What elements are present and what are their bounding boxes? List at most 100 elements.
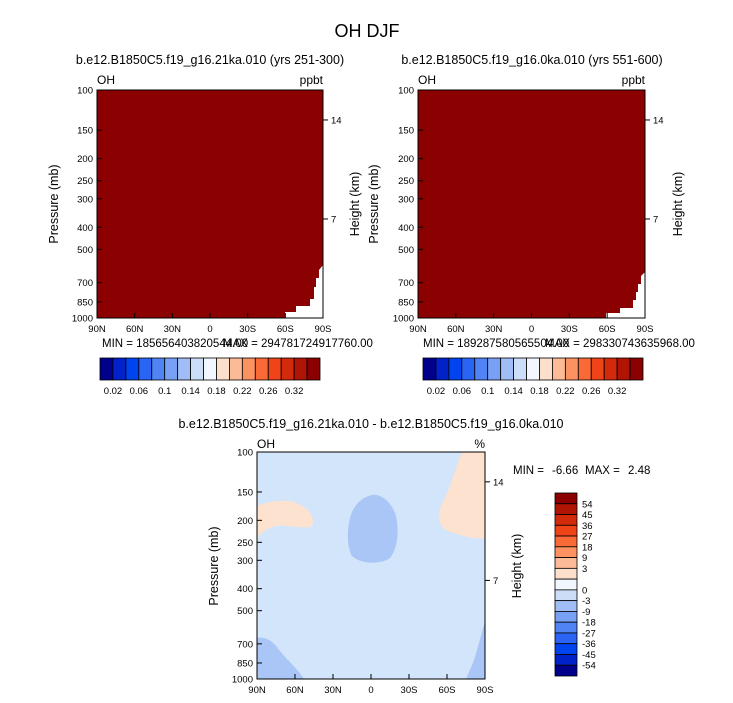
colorbar-label: 0 [582,585,587,596]
panel-1-max: MAX = 294781724917760.00 [223,338,373,350]
panel-3-y-label: Pressure (mb) [207,526,221,605]
panel-1-x-axis: 90N 60N 30N 0 30S 60S 90S [88,313,331,335]
colorbar-swatch [539,357,553,381]
colorbar-swatch [448,357,463,381]
colorbar-swatch [554,503,578,515]
latitude-tick-label: 30N [485,324,503,335]
colorbar-swatch [554,589,578,602]
panel-2-y-label: Pressure (mb) [367,164,381,243]
colorbar-swatch [151,357,166,381]
pressure-tick-label: 250 [77,176,93,187]
colorbar-swatch [603,357,618,381]
colorbar-swatch [554,546,578,558]
pressure-tick-label: 850 [398,297,414,308]
pressure-tick-label: 300 [237,556,253,567]
colorbar-swatch [554,557,578,569]
colorbar-label: 36 [582,521,593,532]
colorbar-swatch [500,357,514,381]
pressure-tick-label: 150 [237,487,253,498]
panel-3-min-value: -6.66 [552,465,578,477]
colorbar-label: -9 [582,607,590,618]
panel-2-height-axis: 7 14 [645,115,664,225]
pressure-tick-label: 200 [237,516,253,527]
colorbar-swatch [577,357,592,381]
panel-2-x-axis: 90N 60N 30N 0 30S 60S 90S [409,313,653,335]
colorbar-swatch [190,357,204,381]
colorbar-swatch [138,357,153,381]
panel-3-peach-region-left [257,500,314,538]
colorbar-label: 0.18 [207,386,226,397]
panel-2-right-label: ppbt [622,73,646,87]
colorbar-swatch [554,514,578,526]
colorbar-label: 18 [582,542,593,553]
pressure-tick-label: 850 [237,658,253,669]
latitude-tick-label: 30S [561,324,578,335]
colorbar-swatch [125,357,140,381]
colorbar-swatch [293,357,308,381]
colorbar-label: 0.06 [130,386,149,397]
colorbar-label: 0.1 [481,386,494,397]
height-tick-label: 14 [331,115,342,126]
latitude-tick-label: 30S [401,685,418,696]
latitude-tick-label: 60S [277,324,294,335]
pressure-tick-label: 150 [77,126,93,137]
panel-1-colorbar: 0.02 0.06 0.1 0.14 0.18 0.22 0.26 0.32 [99,357,321,397]
panel-3-field [257,452,485,679]
colorbar-label: 0.14 [504,386,523,397]
panel-3-max-label: MAX = [585,465,620,477]
colorbar-label: 0.14 [181,386,200,397]
pressure-tick-label: 1000 [72,314,93,325]
panel-1-y-label: Pressure (mb) [47,164,61,243]
panel-3-blue-region-bottom-right [466,622,485,679]
colorbar-label: 0.22 [233,386,252,397]
pressure-tick-label: 300 [77,194,93,205]
pressure-tick-label: 700 [398,278,414,289]
colorbar-label: 9 [582,553,587,564]
latitude-tick-label: 60N [447,324,465,335]
height-tick-label: 14 [653,115,664,126]
panel-1-left-label: OH [97,73,115,87]
colorbar-swatch [554,654,578,666]
pressure-tick-label: 200 [398,154,414,165]
colorbar-label: -36 [582,639,596,650]
panel-1-title: b.e12.B1850C5.f19_g16.21ka.010 (yrs 251-… [76,53,344,67]
colorbar-swatch [513,357,527,381]
panel-2: b.e12.B1850C5.f19_g16.0ka.010 (yrs 551-6… [367,53,695,397]
colorbar-swatch [306,357,321,381]
latitude-tick-label: 90S [315,324,332,335]
panel-3-title: b.e12.B1850C5.f19_g16.21ka.010 - b.e12.B… [178,417,563,431]
pressure-tick-label: 250 [398,176,414,187]
height-tick-label: 7 [653,214,658,225]
colorbar-swatch [164,357,179,381]
latitude-tick-label: 90S [477,685,494,696]
colorbar-swatch [526,357,540,381]
colorbar-label: 0.26 [259,386,278,397]
panel-3-peach-region-right [439,452,485,539]
pressure-tick-label: 1000 [232,675,253,686]
figure-title: OH DJF [335,21,400,41]
colorbar-swatch [554,632,578,645]
pressure-tick-label: 400 [77,223,93,234]
panel-2-max: MAX = 298330743635968.00 [545,338,695,350]
panel-2-y2-label: Height (km) [671,172,685,237]
colorbar-label: 0.18 [530,386,549,397]
panel-3-y2-label: Height (km) [510,534,524,599]
pressure-tick-label: 250 [237,538,253,549]
colorbar-label: 54 [582,499,593,510]
latitude-tick-label: 90N [88,324,106,335]
colorbar-label: 0.32 [608,386,627,397]
panel-1: b.e12.B1850C5.f19_g16.21ka.010 (yrs 251-… [47,53,373,397]
colorbar-label: 0.06 [453,386,472,397]
colorbar-swatch [474,357,489,381]
colorbar-label: 45 [582,510,593,521]
colorbar-label: -3 [582,596,590,607]
colorbar-label: -45 [582,650,596,661]
latitude-tick-label: 60S [599,324,616,335]
colorbar-swatch [203,357,217,381]
colorbar-swatch [554,621,578,634]
panel-2-left-label: OH [418,73,436,87]
colorbar-swatch [590,357,605,381]
pressure-tick-label: 500 [77,245,93,256]
